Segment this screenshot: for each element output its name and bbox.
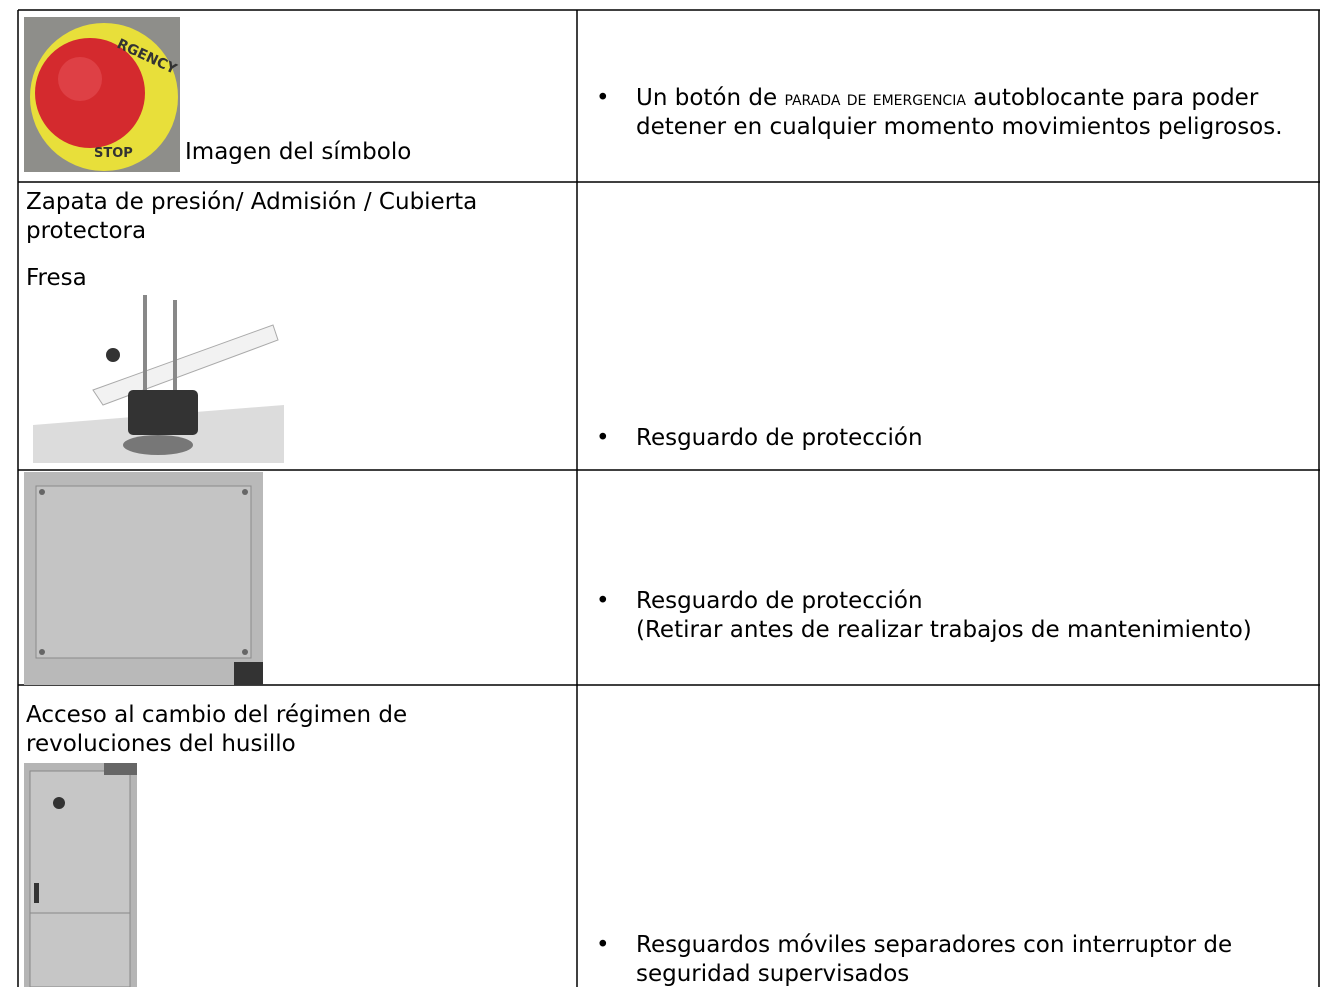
cell-text: Resguardos móviles separadores con inter… bbox=[636, 932, 1233, 987]
small-caps-text: parada de emergencia bbox=[784, 86, 966, 110]
bullet: • bbox=[596, 588, 610, 614]
emergency-stop-image: RGENCY STOP bbox=[24, 17, 180, 172]
text: Un botón de bbox=[636, 85, 785, 111]
cell-note: (Retirar antes de realizar trabajos de m… bbox=[636, 617, 1252, 643]
cell-title: Acceso al cambio del régimen de revoluci… bbox=[26, 702, 408, 757]
bullet: • bbox=[596, 85, 610, 111]
svg-text:STOP: STOP bbox=[94, 146, 133, 161]
image-caption: Imagen del símbolo bbox=[185, 139, 412, 165]
door-image bbox=[24, 763, 137, 987]
text: autoblocante para poder detener en cualq… bbox=[636, 85, 1283, 140]
cell-text: Un botón de parada de emergencia autoblo… bbox=[636, 84, 1306, 141]
cell-text: Resguardo de protección bbox=[636, 425, 923, 451]
cell-text: Resguardo de protección bbox=[636, 588, 923, 614]
cover-image bbox=[24, 472, 263, 685]
bullet: • bbox=[596, 932, 610, 958]
cell-title: Zapata de presión/ Admisión / Cubierta p… bbox=[26, 189, 478, 244]
shaper-image bbox=[33, 295, 284, 463]
bullet: • bbox=[596, 425, 610, 451]
cell-subtitle: Fresa bbox=[26, 265, 87, 291]
